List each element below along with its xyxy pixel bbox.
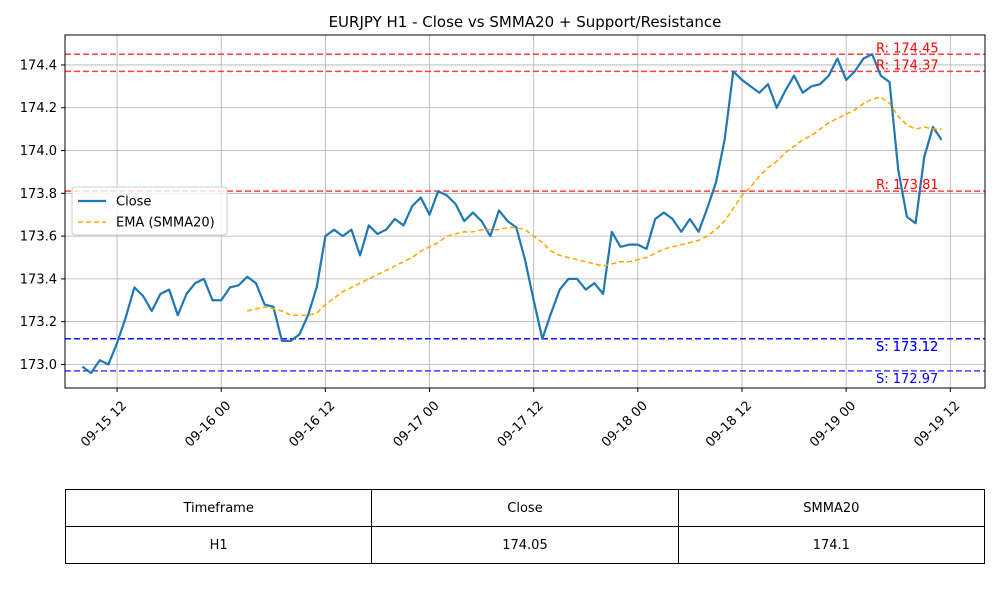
table-cell-smma20: 174.1 (677, 526, 986, 564)
x-tick-label: 09-19 00 (807, 398, 859, 450)
chart-title: EURJPY H1 - Close vs SMMA20 + Support/Re… (329, 13, 722, 31)
y-tick-label: 173.8 (20, 187, 57, 202)
resistance-label: R: 173.81 (876, 178, 939, 193)
axes: 173.0 173.2 173.4 173.6 173.8 174.0 174.2 174.4… (20, 58, 964, 450)
table-header-smma20: SMMA20 (677, 489, 986, 527)
x-tick-label: 09-18 12 (703, 398, 755, 450)
x-tick-label: 09-17 00 (391, 398, 443, 450)
summary-table: Timeframe Close SMMA20 H1 174.05 174.1 (64, 489, 986, 564)
x-tick-label: 09-19 12 (911, 398, 963, 450)
table-cell-close: 174.05 (371, 526, 679, 564)
y-tick-label: 173.2 (20, 315, 57, 330)
support-label: S: 173.12 (876, 340, 938, 355)
y-tick-label: 174.4 (20, 58, 57, 73)
level-labels: R: 174.45 R: 174.37 R: 173.81 S: 173.12 S: 1… (876, 41, 939, 387)
legend-label-close: Close (116, 195, 151, 210)
legend: Close EMA (SMMA20) (71, 186, 228, 236)
x-tick-label: 09-17 12 (495, 398, 547, 450)
chart: EURJPY H1 - Close vs SMMA20 + Support/Re… (20, 13, 986, 450)
grid (65, 35, 985, 388)
smma20-series-line (247, 96, 942, 317)
table-header-close: Close (371, 489, 679, 527)
y-tick-label: 173.4 (20, 272, 57, 287)
plot-frame (64, 34, 986, 389)
y-tick-label: 173.6 (20, 230, 57, 245)
legend-label-smma20: EMA (SMMA20) (116, 216, 215, 231)
table-row: H1 174.05 174.1 (64, 526, 986, 564)
close-series-line (81, 53, 943, 375)
resistance-label: R: 174.37 (876, 58, 939, 73)
x-tick-label: 09-18 00 (599, 398, 651, 450)
y-tick-label: 174.0 (20, 144, 57, 159)
support-label: S: 173.12 (876, 340, 938, 355)
x-tick-label: 09-16 00 (182, 398, 234, 450)
resistance-label: R: 174.45 (876, 41, 939, 56)
x-tick-label: 09-15 12 (78, 398, 130, 450)
x-tick-label: 09-16 12 (286, 398, 338, 450)
table-header-row: Timeframe Close SMMA20 (64, 489, 986, 527)
y-tick-label: 174.2 (20, 101, 57, 116)
support-label: S: 172.97 (876, 372, 938, 387)
legend-box (71, 186, 228, 236)
series (81, 53, 943, 375)
table-cell-timeframe: H1 (64, 526, 373, 564)
table-header-timeframe: Timeframe (64, 489, 373, 527)
y-tick-label: 173.0 (20, 358, 57, 373)
